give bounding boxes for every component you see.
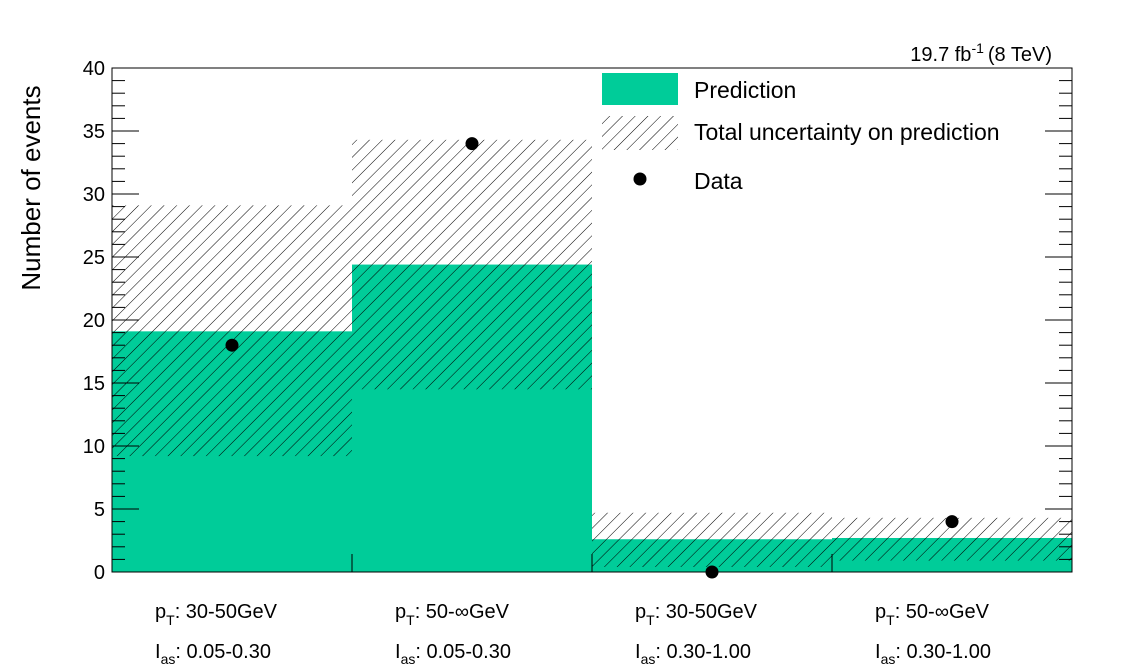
- y-tick-label: 10: [83, 436, 105, 458]
- category-pt-label: pT: 30-50GeV: [155, 601, 278, 628]
- category-pt-label: pT: 50-∞GeV: [395, 601, 510, 628]
- uncertainty-bands: [112, 139, 1072, 567]
- category-ias-label: Ias: 0.30-1.00: [875, 641, 991, 667]
- data-points: [225, 137, 959, 579]
- legend-prediction-swatch: [602, 73, 678, 105]
- y-tick-label: 20: [83, 310, 105, 332]
- y-tick-label: 35: [83, 121, 105, 143]
- category-pt-label: pT: 30-50GeV: [635, 601, 758, 628]
- y-axis-tick-labels: 0 5 10 15 20 25 30 35 40: [83, 58, 105, 584]
- y-tick-label: 25: [83, 247, 105, 269]
- y-tick-label: 40: [83, 58, 105, 80]
- legend: Prediction Total uncertainty on predicti…: [602, 73, 1000, 194]
- y-tick-label: 30: [83, 184, 105, 206]
- uncertainty-band: [592, 512, 832, 567]
- category-ias-label: Ias: 0.30-1.00: [635, 641, 751, 667]
- y-axis-title: Number of events: [16, 85, 46, 290]
- legend-uncertainty-swatch: [602, 116, 678, 150]
- y-tick-label: 15: [83, 373, 105, 395]
- y-axis-ticks: [112, 67, 1072, 573]
- y-tick-label: 5: [94, 499, 105, 521]
- data-point: [465, 137, 479, 151]
- legend-uncertainty-label: Total uncertainty on prediction: [694, 119, 1000, 145]
- legend-data-label: Data: [694, 168, 743, 194]
- legend-prediction-label: Prediction: [694, 77, 796, 103]
- uncertainty-band: [352, 139, 592, 390]
- bin-edge-ticks: [351, 554, 833, 572]
- y-tick-label: 0: [94, 562, 105, 584]
- data-point: [225, 338, 239, 352]
- category-ias-label: Ias: 0.05-0.30: [155, 641, 271, 667]
- data-point: [705, 565, 719, 579]
- data-point: [945, 515, 959, 529]
- category-labels: pT: 30-50GeV Ias: 0.05-0.30 pT: 50-∞GeV Ias…: [155, 601, 991, 667]
- luminosity-label: 19.7 fb-1 (8 TeV): [910, 40, 1052, 66]
- legend-data-marker: [633, 172, 647, 186]
- uncertainty-band: [112, 205, 352, 457]
- category-ias-label: Ias: 0.05-0.30: [395, 641, 511, 667]
- category-pt-label: pT: 50-∞GeV: [875, 601, 990, 628]
